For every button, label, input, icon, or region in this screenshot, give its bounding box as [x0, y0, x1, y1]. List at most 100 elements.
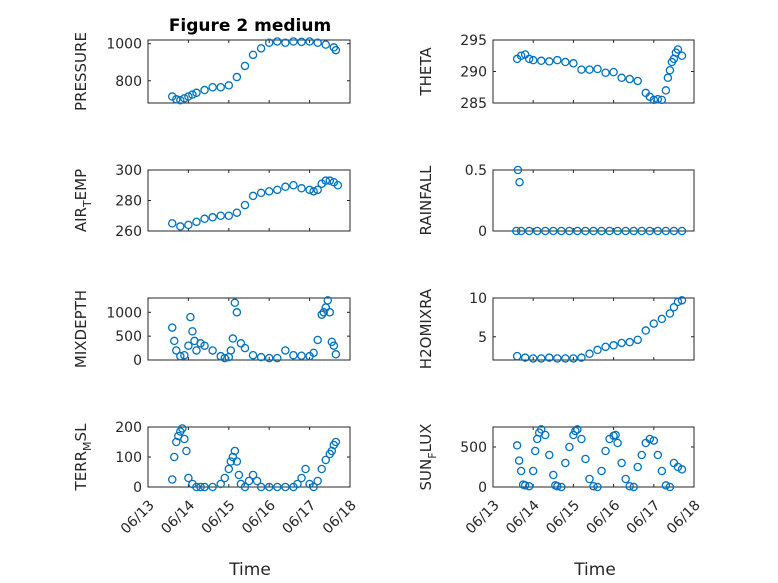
- data-point: [524, 226, 534, 236]
- data-point: [224, 464, 234, 474]
- data-point: [264, 187, 274, 196]
- data-point: [240, 482, 250, 492]
- data-point: [252, 476, 262, 486]
- data-point: [661, 86, 671, 95]
- data-point: [240, 200, 250, 210]
- data-point: [601, 342, 610, 352]
- data-point: [176, 222, 185, 231]
- data-point: [669, 226, 679, 236]
- data-point: [677, 465, 687, 474]
- data-point: [248, 191, 258, 201]
- y-axis-label: MIXDEPTH: [72, 290, 90, 368]
- x-tick-label: 06/16: [239, 497, 279, 537]
- data-point: [321, 176, 331, 185]
- y-tick-label: 285: [460, 96, 487, 112]
- data-point: [601, 68, 610, 78]
- data-point: [577, 353, 586, 362]
- data-point: [515, 177, 524, 187]
- data-point: [200, 482, 209, 492]
- x-tick-label: 06/15: [543, 497, 583, 537]
- data-point: [321, 455, 331, 465]
- data-point: [188, 90, 197, 99]
- panel-rainfall: 0 0.5 RAINFALL: [417, 163, 695, 240]
- data-point: [172, 95, 181, 104]
- data-point: [585, 65, 594, 74]
- data-point: [561, 57, 570, 67]
- data-point: [248, 50, 258, 60]
- y-axis-label: PRESSURE: [72, 32, 90, 111]
- y-axis-label: THETA: [417, 47, 435, 97]
- data-point: [180, 350, 189, 360]
- data-point: [331, 45, 341, 55]
- data-point: [184, 473, 193, 483]
- data-point: [557, 482, 566, 492]
- data-point: [317, 310, 326, 319]
- data-point: [653, 450, 663, 460]
- data-point: [611, 430, 620, 440]
- data-point: [536, 56, 546, 66]
- data-point: [182, 446, 191, 456]
- data-point: [226, 457, 236, 466]
- data-point: [170, 336, 179, 346]
- data-point: [208, 482, 217, 492]
- data-point: [313, 185, 322, 195]
- data-point: [244, 476, 254, 486]
- data-point: [200, 341, 209, 350]
- x-tick-label: 06/15: [199, 497, 239, 537]
- data-point: [649, 95, 659, 105]
- data-point: [331, 350, 341, 359]
- data-point: [661, 481, 671, 490]
- data-point: [232, 308, 242, 317]
- data-point: [297, 473, 306, 483]
- data-point: [621, 226, 630, 236]
- data-point: [524, 481, 534, 491]
- data-point: [226, 346, 236, 355]
- data-point: [665, 65, 675, 75]
- data-point: [541, 430, 550, 440]
- data-point: [192, 346, 201, 355]
- data-point: [232, 457, 242, 466]
- y-axis-label: RAINFALL: [417, 165, 435, 236]
- data-point: [516, 51, 526, 61]
- data-point: [649, 436, 659, 445]
- data-point: [609, 341, 618, 350]
- data-point: [200, 85, 209, 95]
- data-point: [281, 482, 290, 492]
- x-tick-label: 06/13: [118, 497, 158, 537]
- data-point: [224, 81, 234, 90]
- y-tick-label: 0: [133, 353, 142, 369]
- data-point: [585, 349, 594, 359]
- x-axis-label-left: Time: [228, 560, 271, 580]
- data-point: [178, 424, 187, 433]
- data-point: [256, 352, 266, 362]
- data-point: [613, 226, 622, 236]
- data-point: [305, 37, 314, 46]
- data-point: [593, 345, 602, 355]
- data-point: [553, 354, 562, 363]
- data-point: [323, 296, 333, 305]
- data-point: [232, 72, 242, 82]
- data-point: [573, 226, 582, 236]
- data-point: [208, 213, 217, 222]
- data-point: [673, 297, 683, 307]
- data-point: [653, 226, 663, 236]
- data-point: [200, 214, 209, 224]
- data-point: [528, 354, 538, 363]
- data-point: [248, 470, 258, 480]
- data-point: [232, 208, 242, 217]
- axes-box: [147, 39, 351, 104]
- y-tick-label: 280: [115, 194, 142, 210]
- data-point: [216, 83, 225, 92]
- panel-mixdepth: 0 500 1000 MIXDEPTH: [72, 290, 351, 369]
- data-point: [577, 434, 586, 444]
- x-axis-label-right: Time: [573, 560, 616, 580]
- data-point: [172, 346, 181, 355]
- data-point: [167, 219, 177, 228]
- data-point: [248, 350, 258, 360]
- data-point: [545, 57, 554, 66]
- data-point: [273, 353, 282, 363]
- data-point: [528, 466, 538, 476]
- data-point: [571, 426, 580, 436]
- data-point: [289, 37, 298, 46]
